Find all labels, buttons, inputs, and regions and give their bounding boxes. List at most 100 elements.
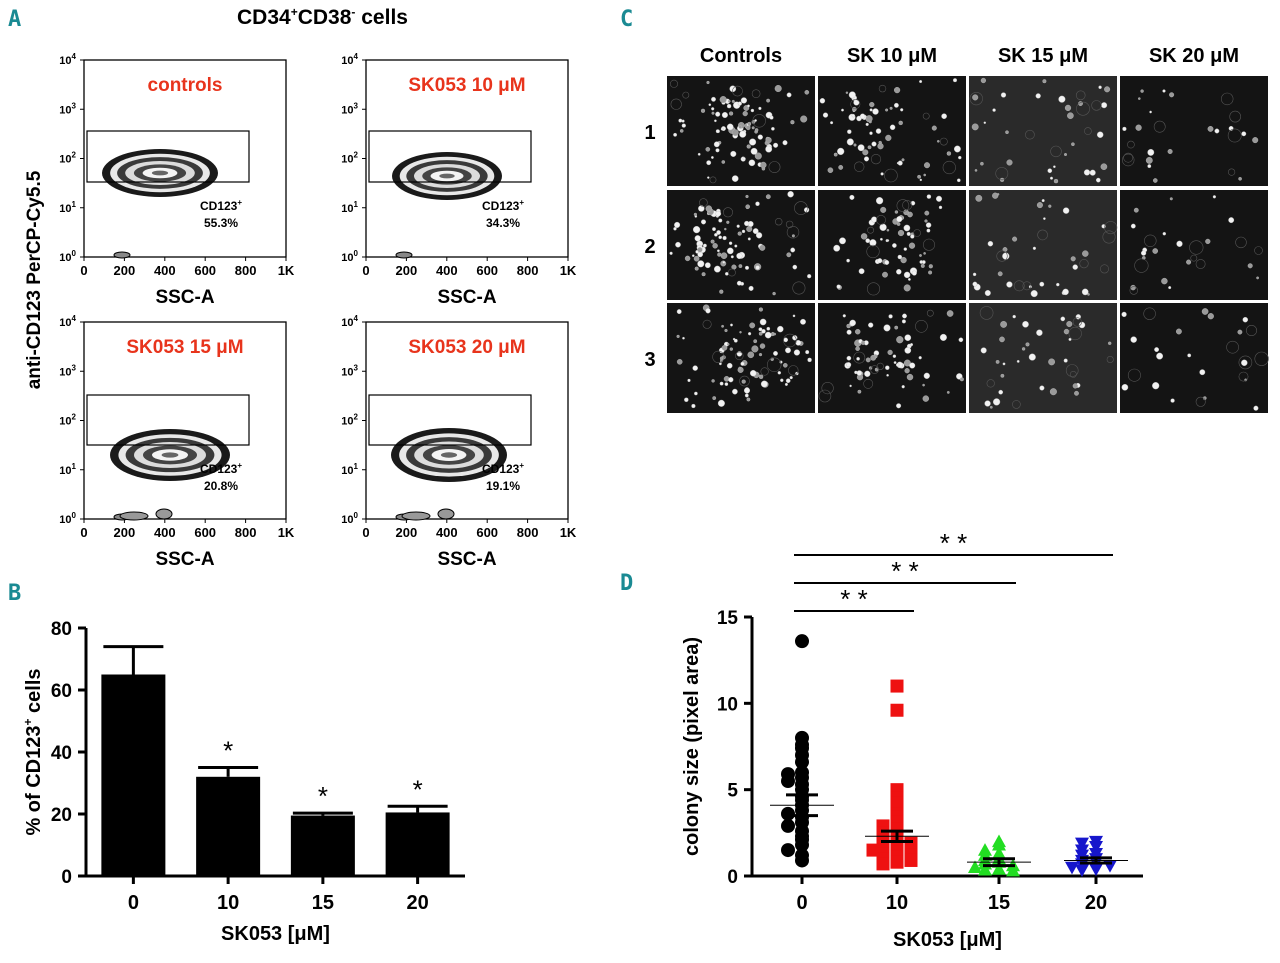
- cell-dot: [803, 207, 810, 213]
- cell-dot: [780, 378, 784, 382]
- cell-ring: [1195, 259, 1206, 269]
- cell-dot: [741, 379, 746, 384]
- cell-dot: [687, 378, 691, 382]
- micrograph-image: [818, 303, 966, 413]
- cell-dot: [711, 156, 714, 159]
- gate-percent: 20.8%: [204, 479, 238, 493]
- cd123-gate: [86, 130, 250, 183]
- cell-ring: [1050, 145, 1062, 158]
- cell-dot: [785, 347, 791, 354]
- y-tick-base: 10: [341, 416, 353, 428]
- cell-dot: [673, 227, 677, 231]
- cell-dot: [736, 351, 743, 357]
- cell-dot: [1047, 168, 1053, 173]
- y-tick-base: 10: [341, 252, 353, 264]
- cell-dot: [846, 138, 854, 146]
- cell-dot: [674, 221, 681, 228]
- cell-dot: [1101, 102, 1108, 109]
- x-tick-label: 400: [154, 525, 176, 540]
- bar: [385, 812, 450, 876]
- cell-dot: [1100, 163, 1108, 170]
- x-tick-label: 200: [114, 525, 136, 540]
- cell-dot: [910, 234, 915, 239]
- panel-letter-d: D: [620, 571, 633, 596]
- y-tick-exp: 0: [72, 249, 77, 258]
- micrograph-image: [1120, 303, 1269, 413]
- cell-dot: [1152, 382, 1160, 390]
- cell-ring: [712, 350, 725, 364]
- cell-dot: [1152, 248, 1158, 254]
- cell-dot: [720, 127, 724, 131]
- cell-dot: [1145, 156, 1153, 164]
- cell-dot: [712, 243, 718, 249]
- cell-dot: [773, 332, 776, 336]
- cell-dot: [908, 242, 916, 249]
- cell-dot: [737, 101, 742, 106]
- cell-dot: [900, 257, 907, 264]
- cell-ring: [728, 268, 736, 277]
- cell-dot: [1036, 202, 1043, 209]
- cell-dot: [697, 152, 701, 156]
- micrograph-image: [969, 190, 1118, 300]
- cell-dot: [846, 362, 852, 368]
- x-tick-label: 0: [80, 525, 87, 540]
- cell-dot: [745, 204, 751, 209]
- cell-ring: [915, 319, 928, 333]
- cell-dot: [719, 289, 724, 294]
- y-tick-exp: 0: [72, 511, 77, 520]
- cell-dot: [902, 313, 907, 319]
- cell-ring: [699, 198, 708, 207]
- cell-dot: [1071, 142, 1075, 146]
- cell-dot: [1022, 320, 1029, 328]
- y-tick-exp: 3: [354, 363, 359, 372]
- cell-dot: [896, 269, 902, 275]
- cell-ring: [752, 114, 766, 128]
- cell-ring: [732, 85, 743, 97]
- y-tick-base: 10: [59, 252, 71, 264]
- y-tick-label: 102: [341, 413, 358, 428]
- cell-ring: [1076, 101, 1090, 116]
- cell-dot: [1121, 311, 1127, 318]
- cell-ring: [1129, 286, 1139, 295]
- cell-ring: [853, 351, 866, 364]
- cell-ring: [1220, 92, 1234, 106]
- cell-dot: [701, 272, 706, 277]
- cell-dot: [1087, 293, 1090, 296]
- cell-ring: [709, 176, 717, 184]
- cell-dot: [711, 379, 715, 383]
- cell-ring: [1072, 317, 1082, 327]
- x-tick-label: 800: [517, 525, 539, 540]
- y-tick-base: 10: [59, 154, 71, 166]
- cell-dot: [938, 205, 943, 210]
- cell-dot: [752, 228, 759, 235]
- cell-dot: [869, 101, 875, 108]
- cell-dot: [730, 150, 737, 157]
- cell-dot: [744, 220, 750, 227]
- cell-dot: [704, 262, 711, 269]
- cell-dot: [761, 329, 766, 334]
- cell-ring: [876, 214, 886, 225]
- cell-dot: [1000, 373, 1005, 378]
- micrograph-image: [667, 303, 815, 413]
- cell-dot: [746, 144, 751, 149]
- cell-dot: [724, 328, 728, 333]
- cell-dot: [742, 110, 748, 117]
- x-tick-label: 0: [362, 263, 369, 278]
- cell-dot: [1130, 223, 1136, 229]
- flow-plot-xlabel: SSC-A: [155, 549, 214, 570]
- cell-dot: [719, 362, 722, 366]
- cell-ring: [979, 306, 994, 320]
- cell-dot: [904, 334, 912, 342]
- significance-label: * *: [840, 584, 867, 614]
- cell-dot: [742, 157, 746, 161]
- cell-ring: [1013, 280, 1025, 292]
- cell-dot: [748, 159, 756, 167]
- cell-dot: [1041, 199, 1045, 203]
- x-tick-label: 800: [235, 263, 257, 278]
- cell-dot: [827, 167, 834, 173]
- cell-ring: [785, 220, 794, 229]
- cell-dot: [845, 91, 849, 94]
- micrograph-column-label: SK 20 μM: [1149, 45, 1239, 67]
- y-axis-label-main: % of CD123: [23, 726, 45, 836]
- cell-dot: [1140, 89, 1144, 93]
